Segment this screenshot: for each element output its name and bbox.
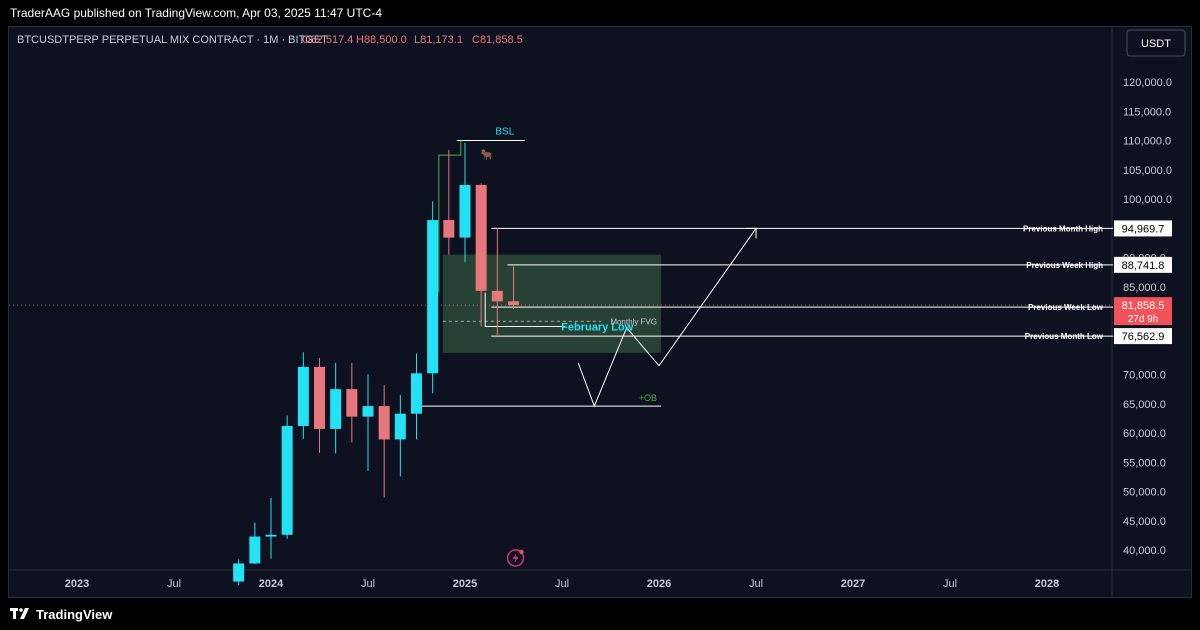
candle-body (443, 220, 455, 238)
time-tick-label: 2028 (1035, 578, 1059, 590)
price-tick-label: 60,000.0 (1123, 428, 1166, 440)
price-tick-label: 85,000.0 (1123, 282, 1166, 294)
time-tick-label: Jul (361, 578, 375, 590)
countdown-label: 27d 9h (1128, 314, 1159, 325)
candle-body (346, 389, 358, 417)
lightning-bolt (512, 553, 519, 563)
footer: TradingView (0, 598, 1200, 630)
bsl-label: BSL (495, 127, 514, 138)
time-tick-label: 2023 (65, 578, 89, 590)
price-tick-label: 70,000.0 (1123, 370, 1166, 382)
projection-arrow-head (746, 227, 757, 239)
candle-body (378, 406, 390, 440)
footer-brand: TradingView (36, 606, 113, 622)
level-price-label: 88,741.8 (1122, 260, 1165, 272)
bull-icon: 🐂 (481, 149, 493, 161)
candle-body (475, 184, 487, 291)
last-price-label: 81,858.5 (1122, 300, 1165, 312)
lightning-dot (519, 549, 524, 555)
time-tick-label: Jul (749, 578, 763, 590)
candle-body (459, 184, 471, 238)
symbol-title: BTCUSDTPERP PERPETUAL MIX CONTRACT · 1M … (17, 34, 328, 46)
ohlc-low: L81,173.1 (414, 34, 463, 46)
candle-body (281, 425, 293, 535)
candle-body (427, 220, 439, 374)
february-low-line (484, 292, 566, 328)
february-low-label: February Low (561, 322, 634, 334)
ohlc-open: O82,517.4 (302, 34, 353, 46)
candle-body (330, 389, 342, 429)
level-name-label: Previous Week High (1026, 261, 1103, 270)
candle-body (411, 373, 422, 414)
monthly-fvg-zone (442, 254, 661, 353)
level-price-label: 94,969.7 (1122, 223, 1165, 235)
price-tick-label: 100,000.0 (1123, 194, 1172, 206)
time-tick-label: 2027 (841, 578, 865, 590)
time-tick-label: 2024 (259, 578, 284, 590)
projection-path (577, 228, 757, 408)
ohlc-high: H88,500.0 (356, 34, 407, 46)
time-tick-label: Jul (167, 578, 181, 590)
level-name-label: Previous Month High (1023, 224, 1103, 233)
time-tick-label: Jul (555, 578, 569, 590)
ohlc-close: C81,858.5 (472, 34, 523, 46)
candle-body (362, 406, 374, 417)
tradingview-logo-icon (10, 608, 29, 619)
candle-body (265, 534, 277, 537)
level-name-label: Previous Week Low (1028, 303, 1104, 312)
level-price-box (1114, 220, 1172, 237)
bsl-connector (438, 140, 462, 293)
time-tick-label: 2025 (453, 578, 477, 590)
price-tick-label: 120,000.0 (1123, 77, 1172, 89)
chart-frame[interactable]: Monthly FVG Previous Month High Previous W… (8, 26, 1192, 598)
price-tick-label: 40,000.0 (1123, 545, 1166, 557)
candle-body (249, 536, 261, 564)
candle-body (394, 413, 406, 440)
currency-button-label[interactable]: USDT (1141, 38, 1171, 50)
price-chart[interactable]: Monthly FVG Previous Month High Previous W… (9, 27, 1191, 597)
last-price-box (1114, 297, 1172, 326)
monthly-fvg-label: Monthly FVG (610, 317, 657, 326)
price-tick-label: 50,000.0 (1123, 487, 1166, 499)
candle-body (233, 563, 245, 582)
price-tick-label: 105,000.0 (1123, 165, 1172, 177)
candle-body (491, 290, 503, 302)
level-price-box (1114, 256, 1172, 273)
price-tick-label: 115,000.0 (1123, 106, 1171, 118)
price-tick-label: 55,000.0 (1123, 457, 1166, 469)
candle-body (508, 301, 519, 306)
time-tick-label: Jul (943, 578, 957, 590)
publish-header: TraderAAG published on TradingView.com, … (0, 0, 1200, 26)
candle-body (297, 366, 309, 426)
lightning-icon[interactable] (506, 549, 525, 567)
price-tick-label: 45,000.0 (1123, 516, 1166, 528)
currency-button[interactable]: USDT (1126, 29, 1186, 57)
published-text: TraderAAG published on TradingView.com, … (10, 6, 382, 20)
price-tick-label: 65,000.0 (1123, 399, 1166, 411)
price-tick-label: 110,000.0 (1123, 136, 1171, 148)
ob-label: +OB (639, 393, 657, 403)
candle-body (314, 366, 325, 429)
level-price-label: 76,562.9 (1122, 331, 1165, 343)
level-name-label: Previous Month Low (1025, 332, 1104, 341)
level-price-box (1114, 328, 1172, 345)
time-tick-label: 2026 (647, 578, 671, 590)
